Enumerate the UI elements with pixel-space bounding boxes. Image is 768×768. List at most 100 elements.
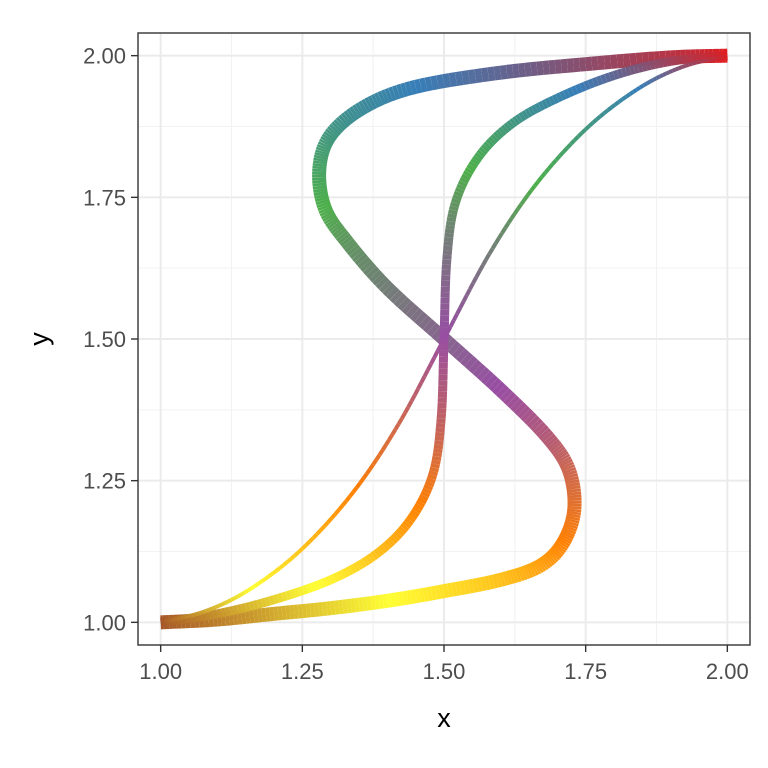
series-3-segment bbox=[297, 547, 304, 554]
series-3-segment bbox=[323, 520, 330, 528]
series-2-segment bbox=[506, 120, 515, 130]
series-1-segment bbox=[484, 374, 498, 389]
series-1-segment bbox=[529, 418, 544, 432]
series-3-segment bbox=[536, 175, 544, 183]
series-1-segment bbox=[554, 541, 568, 551]
series-3-segment bbox=[208, 606, 214, 612]
series-2-segment bbox=[391, 532, 401, 542]
series-2-segment bbox=[355, 560, 364, 571]
series-1-segment bbox=[480, 67, 490, 83]
series-3-segment bbox=[183, 614, 189, 620]
series-1-segment bbox=[517, 405, 531, 419]
series-2-segment bbox=[485, 138, 495, 148]
series-3-segment bbox=[308, 536, 315, 543]
series-3-segment bbox=[522, 193, 530, 201]
series-1-segment bbox=[464, 355, 478, 371]
series-1-segment bbox=[560, 531, 574, 540]
series-2-segment bbox=[587, 78, 595, 89]
series-2-segment bbox=[480, 143, 490, 153]
series-1-segment bbox=[536, 60, 544, 76]
series-2-segment bbox=[669, 56, 676, 66]
series-2-segment bbox=[495, 129, 505, 139]
series-1-segment bbox=[406, 590, 413, 605]
series-1-segment bbox=[389, 289, 404, 304]
series-3-segment bbox=[406, 399, 414, 408]
series-2-segment bbox=[591, 77, 600, 88]
series-3-segment bbox=[214, 604, 220, 610]
series-1-segment bbox=[629, 52, 637, 68]
series-1-segment bbox=[553, 448, 568, 459]
series-1-segment bbox=[499, 64, 508, 80]
series-1-segment bbox=[352, 104, 363, 118]
series-1-segment bbox=[397, 296, 412, 312]
series-2-segment bbox=[381, 542, 390, 552]
series-3-segment bbox=[426, 362, 433, 371]
series-1-segment bbox=[323, 131, 337, 142]
series-2-segment bbox=[521, 109, 530, 120]
series-3-segment bbox=[580, 127, 588, 135]
series-3-segment bbox=[645, 79, 652, 86]
series-1-segment bbox=[358, 597, 364, 612]
series-2-segment bbox=[472, 155, 482, 164]
y-axis-title: y bbox=[24, 332, 54, 346]
series-1-segment bbox=[506, 395, 520, 409]
series-2-segment bbox=[566, 87, 575, 98]
series-1-segment bbox=[319, 138, 333, 148]
series-1-segment bbox=[364, 97, 375, 112]
series-2-segment bbox=[500, 124, 510, 134]
series-1-segment bbox=[560, 58, 569, 74]
series-3-segment bbox=[390, 428, 398, 436]
series-3-segment bbox=[569, 138, 577, 146]
series-1-segment bbox=[330, 223, 344, 235]
axes: 1.00 1.25 1.50 1.75 2.00 1.00 1.25 1.50 1.75 2.00 bbox=[83, 44, 749, 684]
series-1-segment bbox=[335, 230, 349, 242]
series-1-segment bbox=[562, 469, 578, 477]
series-2-segment bbox=[683, 54, 690, 64]
series-2-segment bbox=[551, 94, 560, 104]
data-series bbox=[160, 48, 728, 630]
series-3-segment bbox=[387, 433, 394, 441]
series-3-segment bbox=[260, 577, 267, 583]
x-tick-label: 2.00 bbox=[706, 659, 749, 684]
series-2-segment bbox=[398, 525, 408, 535]
series-2-segment bbox=[421, 487, 432, 495]
series-3-segment bbox=[509, 212, 517, 220]
series-2-segment bbox=[404, 517, 414, 526]
y-tick-label: 1.75 bbox=[83, 185, 126, 210]
series-2-segment bbox=[370, 550, 379, 561]
series-3-segment bbox=[500, 226, 507, 235]
series-3-segment bbox=[658, 73, 664, 79]
series-3-segment bbox=[684, 62, 690, 68]
series-3-segment bbox=[194, 611, 200, 617]
series-2-segment bbox=[189, 613, 196, 623]
series-2-segment bbox=[637, 62, 644, 73]
series-3-segment bbox=[217, 602, 223, 608]
series-1-segment bbox=[338, 114, 350, 128]
series-3-segment bbox=[692, 60, 697, 66]
series-1-segment bbox=[566, 58, 575, 73]
series-3-segment bbox=[642, 81, 648, 88]
series-3-segment bbox=[201, 609, 207, 615]
series-1-segment bbox=[384, 87, 394, 103]
series-1-segment bbox=[370, 595, 377, 611]
series-3-segment bbox=[602, 108, 610, 115]
series-1-segment bbox=[534, 559, 544, 574]
series-3-segment bbox=[198, 610, 204, 616]
y-tick-label: 1.50 bbox=[83, 327, 126, 352]
series-1-segment bbox=[565, 478, 580, 485]
series-3-segment bbox=[187, 613, 193, 619]
series-3-segment bbox=[377, 448, 385, 457]
series-3-segment bbox=[246, 586, 253, 593]
series-1-segment bbox=[523, 412, 537, 426]
series-1-segment bbox=[442, 73, 451, 89]
series-1-segment bbox=[556, 537, 571, 547]
series-1-segment bbox=[326, 126, 340, 138]
series-1-segment bbox=[454, 71, 464, 86]
series-1-segment bbox=[394, 592, 401, 607]
series-3-segment bbox=[652, 76, 658, 82]
series-1-segment bbox=[559, 533, 573, 542]
series-2-segment bbox=[212, 609, 219, 620]
series-3-segment bbox=[468, 282, 475, 291]
series-1-segment bbox=[564, 475, 579, 483]
